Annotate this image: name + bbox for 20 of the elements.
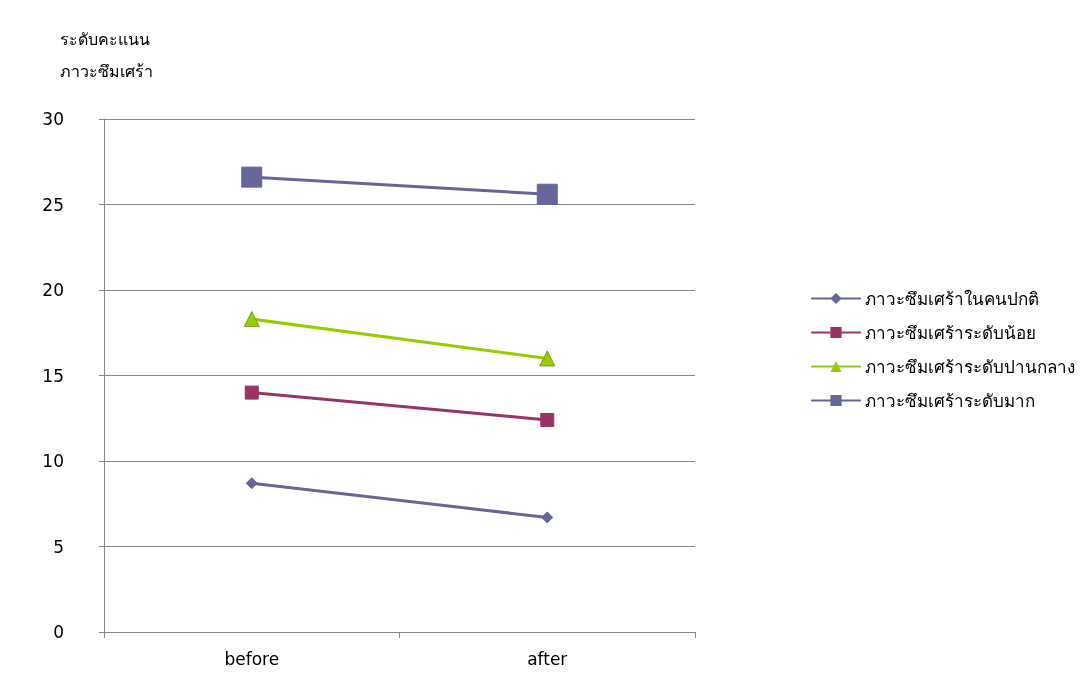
point (245, 477, 258, 490)
x-tick-label: before (224, 648, 280, 669)
point (536, 183, 558, 205)
y-tick-label: 15 (42, 365, 64, 386)
legend-label: ภาวะซึมเศร้าระดับปานกลาง (865, 356, 1075, 377)
point (540, 412, 555, 427)
legend-label: ภาวะซึมเศร้าระดับน้อย (865, 322, 1036, 343)
legend-label: ภาวะซึมเศร้าระดับมาก (865, 390, 1035, 411)
y-tick-label: 30 (42, 109, 64, 129)
point (244, 385, 259, 400)
y-tick-label: 10 (42, 451, 64, 471)
y-tick-label: 20 (42, 280, 64, 300)
y-axis-title: ระดับคะแนน ภาวะซึมเศร้า (60, 29, 153, 81)
point (541, 511, 554, 524)
x-tick-label: after (527, 648, 568, 669)
y-tick-label: 5 (53, 536, 64, 557)
y-tick-label: 25 (42, 194, 64, 215)
legend-label: ภาวะซึมเศร้าในคนปกติ (865, 288, 1039, 309)
y-tick-label: 0 (53, 622, 64, 642)
point (241, 166, 263, 188)
